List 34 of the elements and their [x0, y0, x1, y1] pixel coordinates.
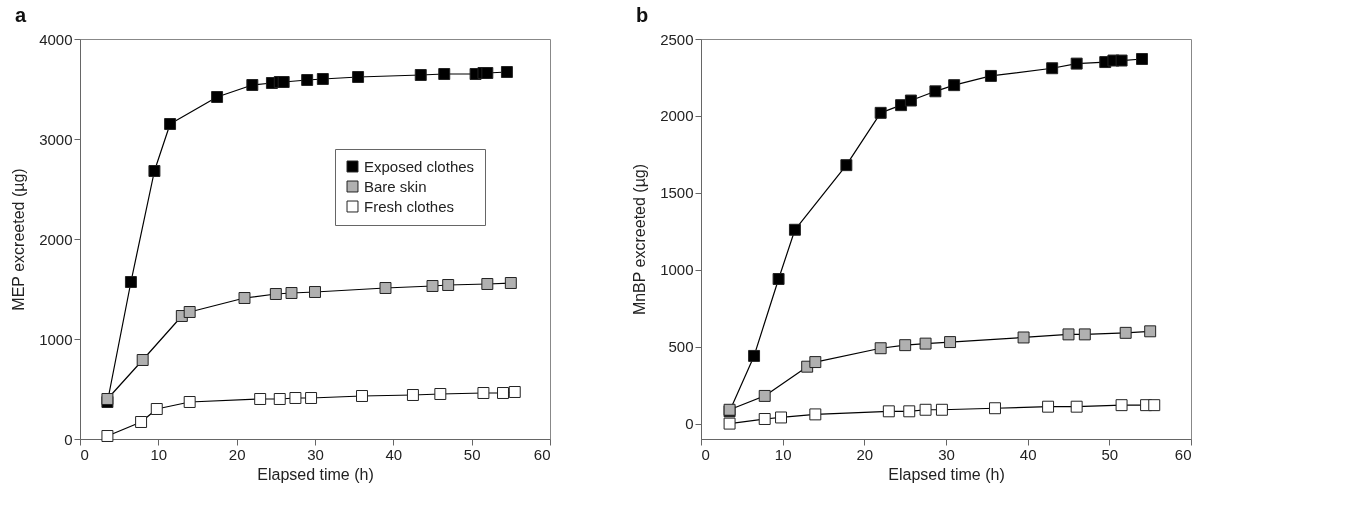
x-tick-label: 50 — [1101, 445, 1119, 463]
x-tick-label: 10 — [150, 445, 168, 463]
x-tick-label: 0 — [80, 445, 89, 463]
y-tick-label: 3000 — [39, 130, 73, 148]
y-tick-label: 2000 — [660, 107, 694, 125]
y-tick-label: 2000 — [39, 230, 73, 248]
x-tick-label: 30 — [938, 445, 955, 463]
x-tick-label: 50 — [463, 445, 481, 463]
chart-title: a — [15, 4, 27, 26]
x-tick-label: 20 — [228, 445, 246, 463]
legend-label: Bare skin — [364, 177, 427, 195]
y-tick-label: 4000 — [39, 30, 73, 48]
y-axis-title: MEP excreeted (µg) — [10, 168, 28, 311]
legend-label: Exposed clothes — [364, 157, 475, 175]
chart-title: b — [636, 4, 649, 26]
y-tick-label: 1000 — [660, 261, 694, 279]
x-tick-label: 20 — [856, 445, 874, 463]
y-tick-label: 2500 — [660, 30, 694, 48]
y-tick-label: 0 — [64, 430, 73, 448]
x-tick-label: 30 — [307, 445, 324, 463]
x-tick-label: 40 — [385, 445, 403, 463]
x-tick-label: 60 — [533, 445, 551, 463]
legend-label: Fresh clothes — [364, 197, 455, 215]
x-tick-label: 60 — [1174, 445, 1192, 463]
y-axis-title: MnBP excreeted (µg) — [631, 163, 649, 316]
x-tick-label: 40 — [1019, 445, 1037, 463]
x-axis-title: Elapsed time (h) — [257, 465, 374, 483]
y-tick-label: 1000 — [39, 330, 73, 348]
x-axis-title: Elapsed time (h) — [888, 465, 1005, 483]
y-tick-label: 1500 — [660, 184, 694, 202]
x-tick-label: 0 — [701, 445, 710, 463]
y-tick-label: 500 — [668, 338, 694, 356]
y-tick-label: 0 — [685, 415, 694, 433]
x-tick-label: 10 — [774, 445, 792, 463]
